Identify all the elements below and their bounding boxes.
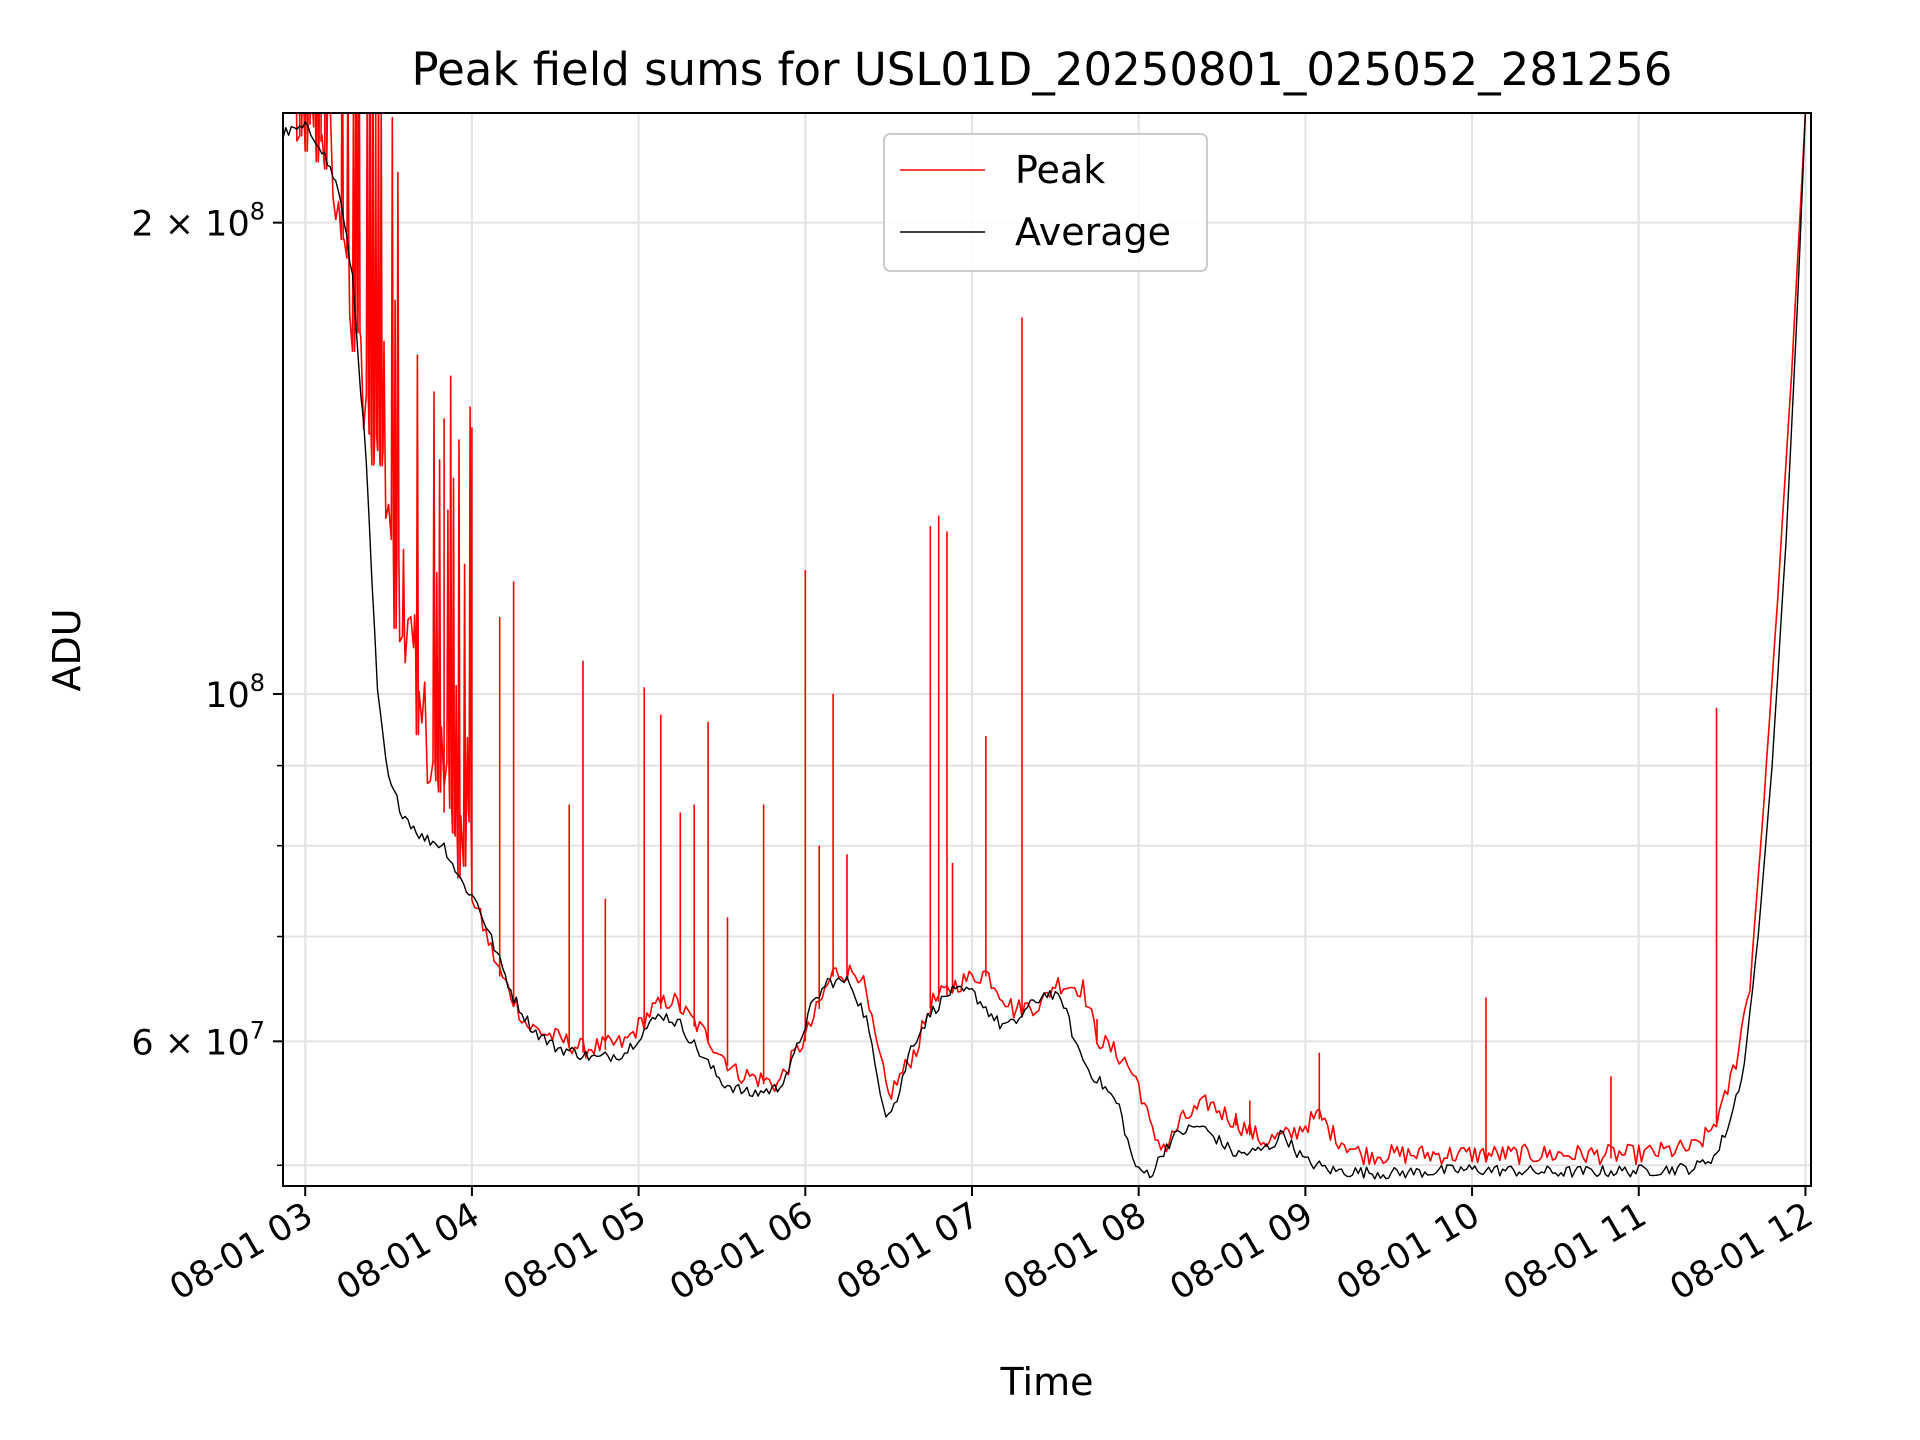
legend-box bbox=[883, 133, 1208, 272]
x-tick-label: 08-01 08 bbox=[997, 1195, 1153, 1308]
legend-average-label: Average bbox=[1015, 210, 1171, 254]
average-series-line bbox=[283, 113, 1807, 1180]
x-tick-label: 08-01 11 bbox=[1497, 1195, 1653, 1308]
plot-frame bbox=[282, 112, 1812, 1187]
legend-peak-label: Peak bbox=[1015, 148, 1105, 192]
y-tick-label: 6 × 107 bbox=[131, 1016, 265, 1063]
x-tick-label: 08-01 04 bbox=[330, 1195, 486, 1308]
y-tick-label: 108 bbox=[205, 669, 265, 716]
x-tick-label: 08-01 10 bbox=[1330, 1195, 1486, 1308]
legend: Peak Average bbox=[883, 133, 1208, 272]
x-tick-label: 08-01 12 bbox=[1664, 1195, 1820, 1308]
x-axis: 08-01 03 08-01 04 08-01 05 08-01 06 08-01 07… bbox=[163, 1186, 1820, 1308]
grid bbox=[283, 113, 1811, 1186]
y-axis-label: ADU bbox=[45, 608, 89, 691]
x-tick-label: 08-01 07 bbox=[830, 1195, 986, 1308]
x-tick-label: 08-01 06 bbox=[664, 1195, 820, 1308]
peak-series-line bbox=[295, 113, 1807, 1166]
x-tick-label: 08-01 09 bbox=[1164, 1195, 1320, 1308]
x-tick-label: 08-01 03 bbox=[163, 1195, 319, 1308]
y-axis: 6 × 107 108 2 × 108 bbox=[131, 198, 283, 1167]
x-tick-label: 08-01 05 bbox=[497, 1195, 653, 1308]
chart-title: Peak field sums for USL01D_20250801_0250… bbox=[412, 43, 1673, 96]
y-tick-label: 2 × 108 bbox=[131, 198, 265, 245]
series-layer bbox=[283, 113, 1807, 1180]
x-axis-label: Time bbox=[1000, 1360, 1094, 1404]
